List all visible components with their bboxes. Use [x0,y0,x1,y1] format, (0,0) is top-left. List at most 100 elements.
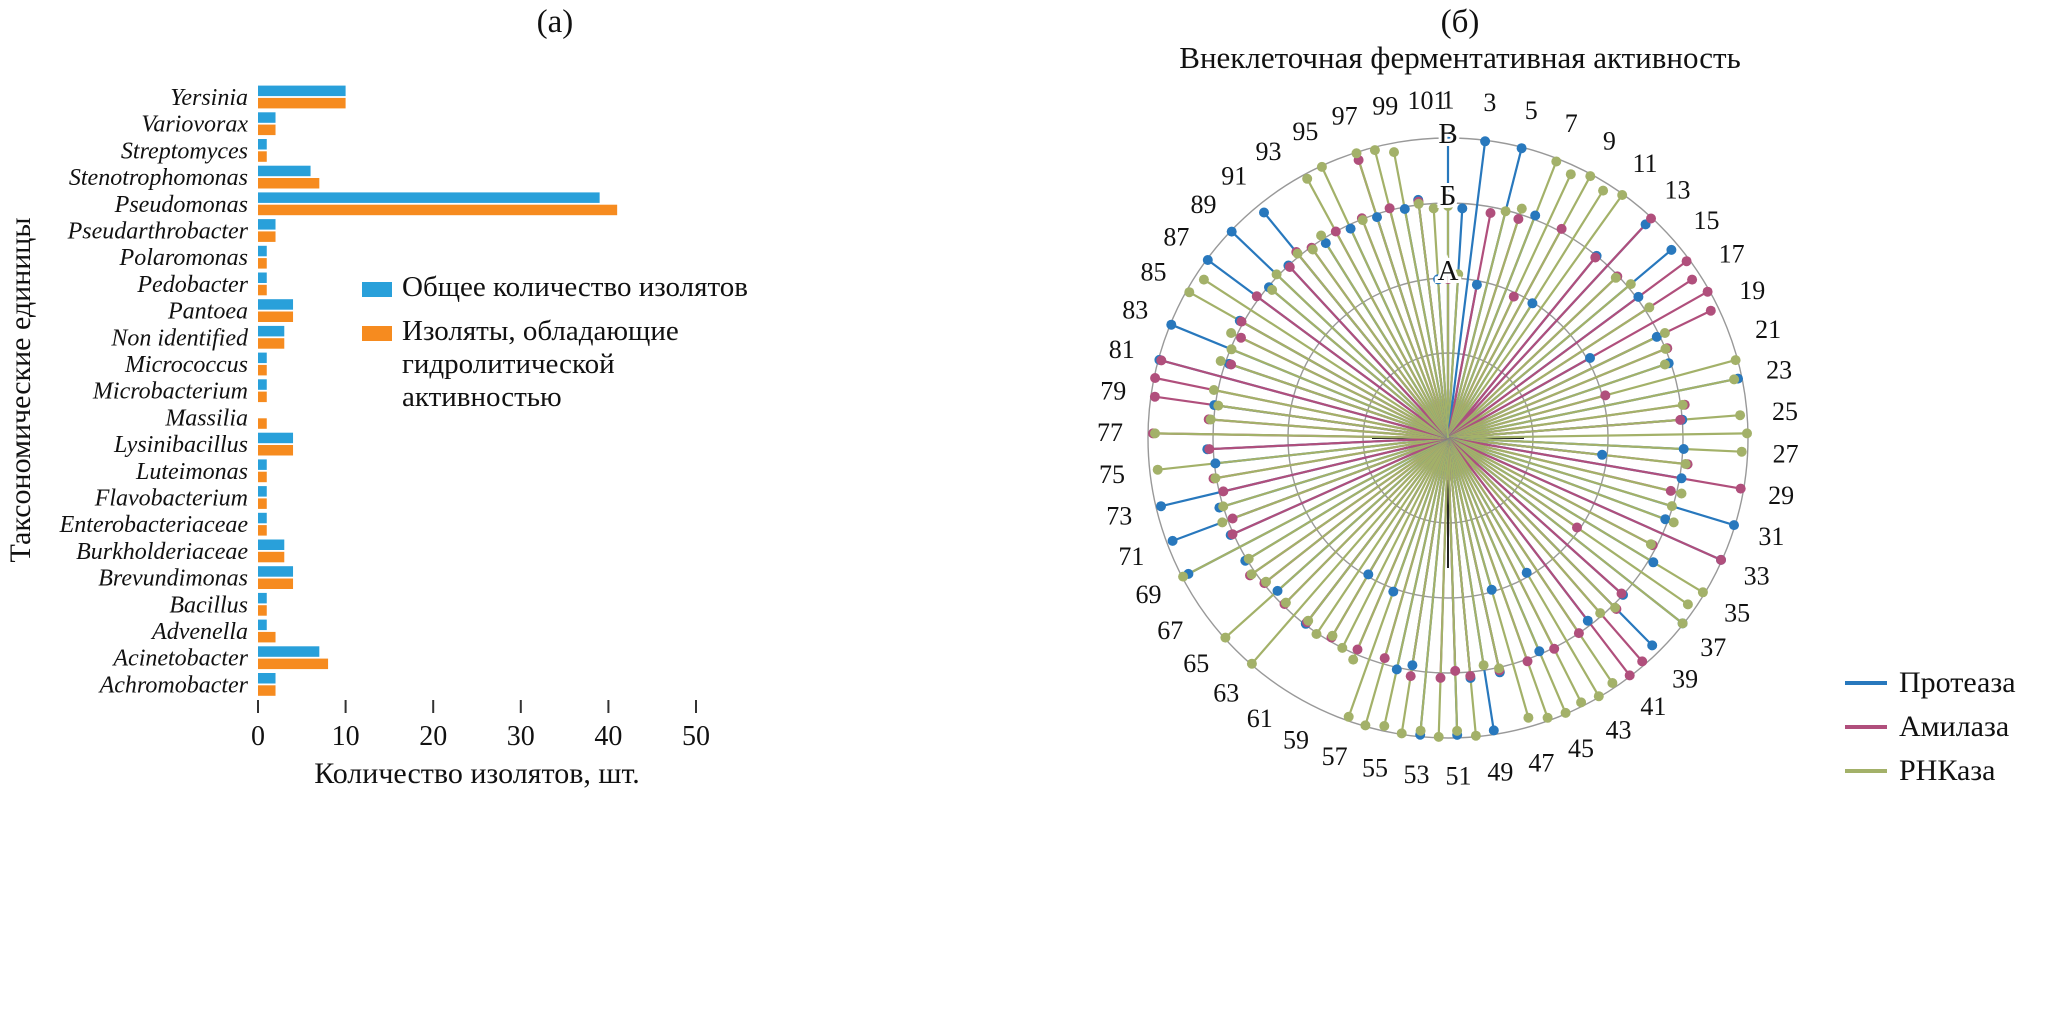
bar-chart: YersiniaVariovoraxStreptomycesStenotroph… [4,85,748,790]
enzyme-dot [1549,643,1560,654]
isolate-number-label: 5 [1525,96,1538,125]
enzyme-spoke [1447,332,1666,439]
isolate-number-label: 99 [1372,91,1398,120]
enzyme-dot [1647,640,1658,651]
enzyme-dot [1210,458,1221,469]
enzyme-dot [1443,201,1453,211]
bar-total [258,646,320,657]
enzyme-spoke [1447,283,1632,439]
enzyme-dot [1534,646,1545,657]
enzyme-dot [1593,691,1604,702]
enzyme-dot [1736,446,1747,457]
enzyme-dot [1243,553,1254,564]
enzyme-spoke [1203,278,1449,439]
enzyme-dot [1508,291,1519,302]
isolate-number-label: 85 [1141,258,1167,287]
enzyme-dot [1220,632,1231,643]
bar-total [258,112,276,123]
enzyme-spoke [1447,260,1688,439]
polar-legend: Протеаза Амилаза РНКаза [1845,668,2016,786]
enzyme-dot [1259,207,1269,218]
isolate-number-label: 17 [1719,240,1745,269]
isolate-number-label: 13 [1665,175,1691,204]
enzyme-dot [1433,274,1444,285]
isolate-number-label: 79 [1100,376,1126,405]
enzyme-dot [1521,567,1532,578]
taxon-label: Stenotrophomonas [69,165,248,191]
bar-total [258,272,267,283]
enzyme-dot [1226,344,1237,355]
polar-chart-title: Внеклеточная ферментативная активность [1179,40,1741,75]
x-tick-label: 40 [594,721,622,752]
enzyme-dot [1379,721,1390,731]
enzyme-dot [1465,671,1476,681]
bar-hydrolytic [258,178,320,189]
enzyme-dot [1644,302,1655,313]
isolate-number-label: 25 [1772,397,1798,426]
ring-level-label: А [1438,255,1459,287]
enzyme-spoke [1447,437,1600,697]
enzyme-dot [1307,244,1318,255]
enzyme-dot [1565,169,1576,180]
enzyme-spoke [1230,332,1449,439]
enzyme-spoke [1447,436,1686,466]
enzyme-dot [1666,244,1677,255]
isolate-number-label: 49 [1487,757,1513,786]
bar-total [258,139,267,150]
taxon-label: Non identified [110,325,249,351]
enzyme-dot [1435,672,1446,683]
enzyme-dot [1697,587,1708,598]
x-tick-label: 10 [332,721,360,752]
bar-total [258,192,600,203]
enzyme-dot [1522,656,1533,667]
enzyme-dot [1523,712,1534,723]
isolate-number-label: 69 [1136,580,1162,609]
enzyme-dot [1391,664,1402,675]
enzyme-spoke [1320,166,1449,439]
bar-total [258,432,294,444]
enzyme-dot [1360,720,1371,731]
enzyme-dot [1742,428,1752,439]
enzyme-dot [1678,444,1689,454]
enzyme-dot [1363,569,1374,580]
isolate-number-label: 1 [1442,86,1455,115]
enzyme-dot [1320,238,1331,249]
enzyme-spoke [1265,437,1449,583]
enzyme-dot [1648,557,1659,568]
isolate-number-label: 95 [1292,117,1318,146]
bar-hydrolytic [258,311,294,322]
enzyme-dot [1351,148,1362,159]
enzyme-spoke [1341,437,1449,649]
taxon-label: Pseudarthrobacter [67,219,249,245]
enzyme-dot [1388,586,1399,597]
enzyme-spoke [1447,436,1722,561]
taxon-label: Burkholderiaceae [76,539,248,565]
bar-total [258,486,267,497]
enzyme-spoke [1224,437,1449,639]
enzyme-dot [1204,444,1215,455]
legend-item-protease: Протеаза [1845,668,2016,698]
enzyme-dot [1470,730,1481,741]
enzyme-dot [1668,517,1679,528]
enzyme-spoke [1446,274,1460,439]
enzyme-spoke [1446,210,1507,439]
enzyme-spoke [1215,436,1449,480]
legend-swatch-hydrolytic [362,326,392,341]
enzyme-spoke [1447,437,1652,546]
enzyme-dot [1405,671,1416,682]
enzyme-dot [1302,173,1313,184]
enzyme-dot [1595,608,1606,619]
bar-legend-label: гидролитической [402,348,615,380]
enzyme-spoke [1447,306,1650,439]
x-axis-title: Количество изолятов, шт. [314,757,640,790]
enzyme-spoke [1223,436,1449,493]
enzyme-spoke [1446,437,1485,666]
enzyme-spoke [1417,203,1450,439]
legend-item-rnase: РНКаза [1845,756,2016,786]
enzyme-dot [1166,319,1177,330]
isolate-number-label: 33 [1744,561,1770,590]
enzyme-spoke [1447,437,1631,677]
enzyme-dot [1585,353,1595,363]
isolate-number-label: 35 [1724,599,1750,628]
legend-swatch-amylase [1845,725,1887,729]
